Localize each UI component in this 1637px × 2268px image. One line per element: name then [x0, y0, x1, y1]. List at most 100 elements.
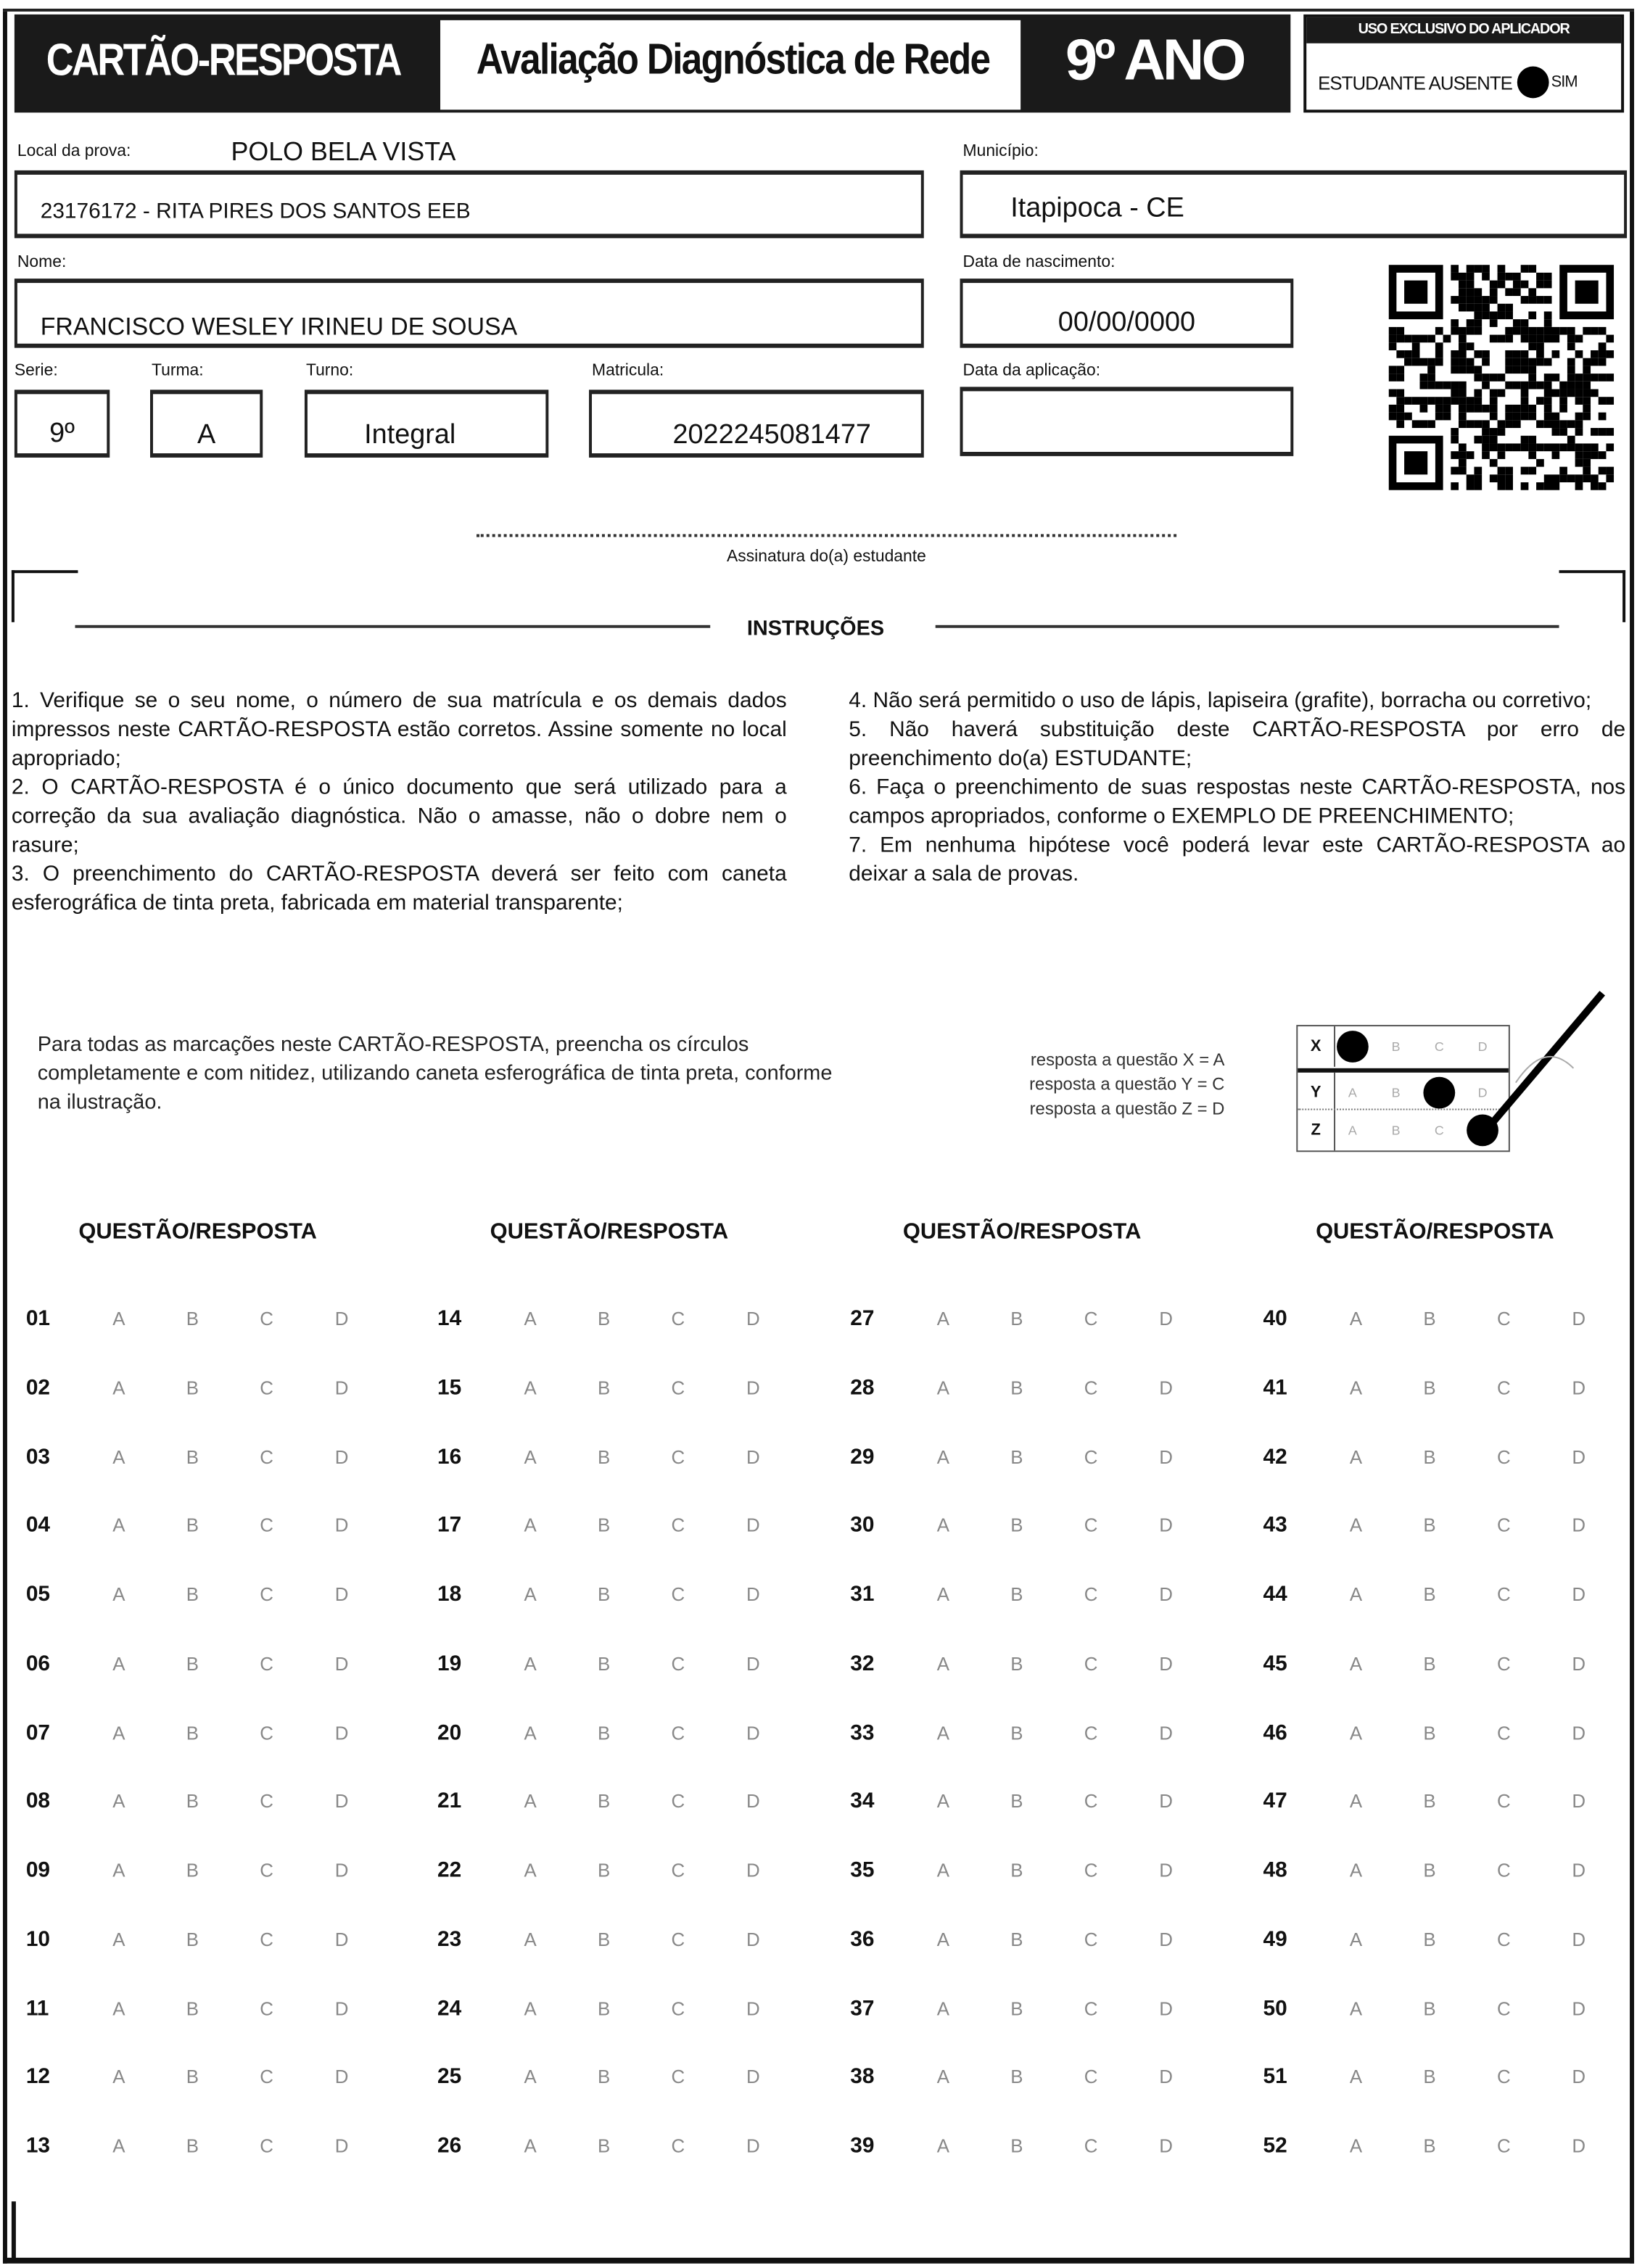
answer-bubble-b[interactable]: B — [1423, 1928, 1436, 1950]
answer-bubble-c[interactable]: C — [1496, 1583, 1511, 1606]
answer-bubble-d[interactable]: D — [746, 1652, 760, 1675]
answer-bubble-d[interactable]: D — [1572, 1377, 1586, 1399]
answer-bubble-d[interactable]: D — [1572, 1790, 1586, 1813]
answer-bubble-c[interactable]: C — [1084, 1514, 1098, 1537]
answer-bubble-b[interactable]: B — [1423, 1583, 1436, 1606]
answer-bubble-d[interactable]: D — [1572, 2066, 1586, 2088]
answer-bubble-c[interactable]: C — [1496, 1859, 1511, 1881]
answer-bubble-b[interactable]: B — [1010, 1377, 1023, 1399]
answer-bubble-a[interactable]: A — [1349, 1377, 1363, 1399]
answer-bubble-d[interactable]: D — [746, 1928, 760, 1950]
answer-bubble-c[interactable]: C — [1084, 1721, 1098, 1744]
answer-bubble-c[interactable]: C — [671, 1721, 685, 1744]
answer-bubble-a[interactable]: A — [112, 1928, 125, 1950]
answer-bubble-a[interactable]: A — [936, 2135, 949, 2157]
answer-bubble-c[interactable]: C — [260, 2135, 273, 2157]
answer-bubble-c[interactable]: C — [1496, 1721, 1511, 1744]
answer-bubble-a[interactable]: A — [112, 1790, 125, 1813]
answer-bubble-c[interactable]: C — [260, 1997, 273, 2019]
answer-bubble-c[interactable]: C — [1084, 1652, 1098, 1675]
answer-bubble-d[interactable]: D — [1572, 1652, 1586, 1675]
answer-bubble-a[interactable]: A — [936, 1514, 949, 1537]
answer-bubble-a[interactable]: A — [112, 1446, 125, 1468]
answer-bubble-a[interactable]: A — [936, 1721, 949, 1744]
answer-bubble-d[interactable]: D — [1159, 1652, 1173, 1675]
answer-bubble-a[interactable]: A — [936, 1859, 949, 1881]
answer-bubble-c[interactable]: C — [1084, 2066, 1098, 2088]
answer-bubble-d[interactable]: D — [1159, 1377, 1173, 1399]
answer-bubble-a[interactable]: A — [1349, 1859, 1363, 1881]
answer-bubble-d[interactable]: D — [334, 1377, 349, 1399]
signature-line[interactable] — [476, 534, 1177, 537]
answer-bubble-b[interactable]: B — [186, 2135, 199, 2157]
answer-bubble-b[interactable]: B — [597, 2135, 611, 2157]
answer-bubble-a[interactable]: A — [112, 1721, 125, 1744]
answer-bubble-a[interactable]: A — [524, 1790, 537, 1813]
answer-bubble-b[interactable]: B — [186, 1377, 199, 1399]
answer-bubble-b[interactable]: B — [1423, 1308, 1436, 1330]
answer-bubble-d[interactable]: D — [746, 1446, 760, 1468]
answer-bubble-d[interactable]: D — [1572, 1446, 1586, 1468]
answer-bubble-d[interactable]: D — [334, 2135, 349, 2157]
answer-bubble-c[interactable]: C — [1496, 1790, 1511, 1813]
answer-bubble-d[interactable]: D — [1159, 1514, 1173, 1537]
answer-bubble-d[interactable]: D — [1159, 1790, 1173, 1813]
answer-bubble-b[interactable]: B — [1423, 1721, 1436, 1744]
answer-bubble-c[interactable]: C — [671, 1308, 685, 1330]
answer-bubble-a[interactable]: A — [936, 2066, 949, 2088]
answer-bubble-c[interactable]: C — [671, 1652, 685, 1675]
answer-bubble-d[interactable]: D — [746, 2135, 760, 2157]
answer-bubble-a[interactable]: A — [524, 1308, 537, 1330]
answer-bubble-a[interactable]: A — [112, 1859, 125, 1881]
answer-bubble-d[interactable]: D — [1159, 1859, 1173, 1881]
answer-bubble-b[interactable]: B — [1010, 1652, 1023, 1675]
answer-bubble-b[interactable]: B — [1423, 1790, 1436, 1813]
answer-bubble-c[interactable]: C — [1496, 1377, 1511, 1399]
answer-bubble-a[interactable]: A — [524, 1721, 537, 1744]
answer-bubble-b[interactable]: B — [1010, 2135, 1023, 2157]
answer-bubble-b[interactable]: B — [597, 2066, 611, 2088]
answer-bubble-b[interactable]: B — [186, 1446, 199, 1468]
answer-bubble-d[interactable]: D — [1159, 1997, 1173, 2019]
answer-bubble-c[interactable]: C — [671, 2066, 685, 2088]
answer-bubble-b[interactable]: B — [1423, 1859, 1436, 1881]
answer-bubble-d[interactable]: D — [334, 1652, 349, 1675]
answer-bubble-c[interactable]: C — [1496, 1997, 1511, 2019]
answer-bubble-b[interactable]: B — [597, 1514, 611, 1537]
answer-bubble-a[interactable]: A — [524, 1446, 537, 1468]
answer-bubble-a[interactable]: A — [524, 1997, 537, 2019]
answer-bubble-d[interactable]: D — [1159, 1308, 1173, 1330]
answer-bubble-b[interactable]: B — [1010, 1721, 1023, 1744]
answer-bubble-c[interactable]: C — [260, 1583, 273, 1606]
answer-bubble-b[interactable]: B — [597, 1721, 611, 1744]
answer-bubble-d[interactable]: D — [334, 1583, 349, 1606]
answer-bubble-d[interactable]: D — [334, 1721, 349, 1744]
answer-bubble-a[interactable]: A — [524, 2135, 537, 2157]
answer-bubble-a[interactable]: A — [524, 1583, 537, 1606]
answer-bubble-d[interactable]: D — [1572, 1859, 1586, 1881]
answer-bubble-b[interactable]: B — [597, 1446, 611, 1468]
answer-bubble-d[interactable]: D — [746, 1308, 760, 1330]
answer-bubble-b[interactable]: B — [186, 1308, 199, 1330]
answer-bubble-b[interactable]: B — [597, 1790, 611, 1813]
answer-bubble-c[interactable]: C — [1496, 1446, 1511, 1468]
answer-bubble-c[interactable]: C — [671, 1928, 685, 1950]
answer-bubble-a[interactable]: A — [936, 1583, 949, 1606]
answer-bubble-a[interactable]: A — [1349, 1928, 1363, 1950]
answer-bubble-c[interactable]: C — [1496, 2135, 1511, 2157]
answer-bubble-b[interactable]: B — [1010, 1583, 1023, 1606]
answer-bubble-a[interactable]: A — [1349, 2135, 1363, 2157]
answer-bubble-c[interactable]: C — [260, 1514, 273, 1537]
answer-bubble-d[interactable]: D — [334, 1997, 349, 2019]
answer-bubble-d[interactable]: D — [746, 1377, 760, 1399]
answer-bubble-c[interactable]: C — [671, 1446, 685, 1468]
answer-bubble-d[interactable]: D — [1159, 2066, 1173, 2088]
answer-bubble-c[interactable]: C — [260, 1446, 273, 1468]
answer-bubble-d[interactable]: D — [334, 1514, 349, 1537]
answer-bubble-c[interactable]: C — [1084, 1377, 1098, 1399]
answer-bubble-a[interactable]: A — [936, 1308, 949, 1330]
answer-bubble-c[interactable]: C — [671, 2135, 685, 2157]
answer-bubble-c[interactable]: C — [260, 1790, 273, 1813]
answer-bubble-c[interactable]: C — [1496, 1308, 1511, 1330]
answer-bubble-b[interactable]: B — [1423, 1377, 1436, 1399]
